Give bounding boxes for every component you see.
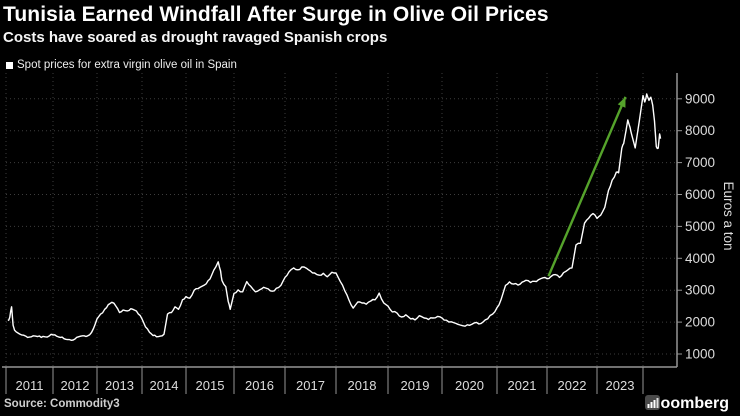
x-tick-label: 2015 <box>196 378 225 393</box>
y-tick-label: 7000 <box>685 155 715 170</box>
x-tick-label: 2013 <box>105 378 134 393</box>
x-tick-label: 2021 <box>508 378 537 393</box>
page-subtitle: Costs have soared as drought ravaged Spa… <box>3 29 388 46</box>
x-tick-label: 2020 <box>455 378 484 393</box>
arrow-head <box>617 96 626 108</box>
axis-tick-labels: 2011 2012 2013 2014 2015 2016 2017 2018 2019 2020… <box>16 91 716 393</box>
arrow-shaft <box>547 96 627 277</box>
x-tick-label: 2018 <box>348 378 377 393</box>
x-tick-label: 2016 <box>245 378 274 393</box>
legend-label: Spot prices for extra virgin olive oil i… <box>17 59 237 71</box>
x-tick-label: 2017 <box>296 378 325 393</box>
bloomberg-icon <box>644 395 660 410</box>
bloomberg-wordmark: Bloomberg <box>644 395 729 412</box>
y-tick-label: 5000 <box>685 219 715 234</box>
gridlines <box>5 73 677 367</box>
y-tick-label: 2000 <box>685 315 715 330</box>
axes <box>2 73 682 394</box>
price-line-series <box>7 93 662 341</box>
y-tick-label: 1000 <box>685 347 715 362</box>
x-tick-label: 2022 <box>558 378 587 393</box>
legend-swatch-icon <box>6 61 13 69</box>
bloomberg-brand: Bloomberg <box>644 395 729 413</box>
y-tick-label: 4000 <box>685 251 715 266</box>
legend: Spot prices for extra virgin olive oil i… <box>6 59 237 71</box>
x-tick-label: 2014 <box>150 378 179 393</box>
x-tick-label: 2023 <box>606 378 635 393</box>
y-tick-label: 9000 <box>685 91 715 106</box>
price-line <box>7 93 662 341</box>
trend-arrow <box>547 96 627 277</box>
x-tick-label: 2011 <box>16 378 44 393</box>
x-tick-label: 2012 <box>61 378 90 393</box>
y-tick-label: 6000 <box>685 187 715 202</box>
y-tick-label: 8000 <box>685 123 715 138</box>
source-credit: Source: Commodity3 <box>4 398 120 410</box>
x-tick-label: 2019 <box>401 378 430 393</box>
y-axis-title: Euros a ton <box>721 181 736 250</box>
page-title: Tunisia Earned Windfall After Surge in O… <box>3 3 549 26</box>
y-tick-label: 3000 <box>685 283 715 298</box>
